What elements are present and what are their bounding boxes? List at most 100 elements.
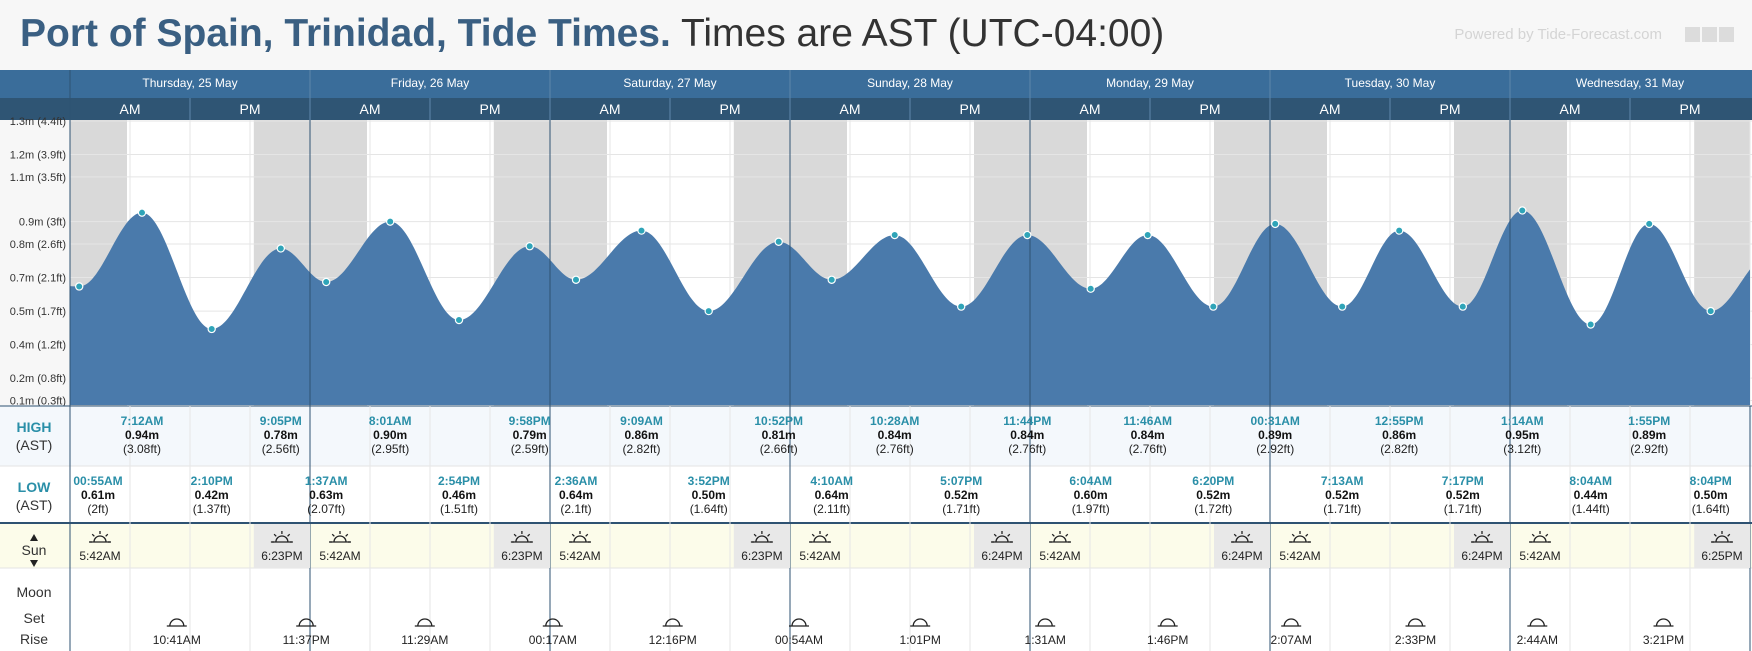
sunrise-time: 5:42AM	[1279, 549, 1320, 563]
low-tide-time: 6:20PM	[1192, 474, 1234, 488]
sun-down-arrow-icon	[30, 560, 38, 567]
tide-chart: 0.1m (0.3ft) 0.2m (0.8ft) 0.4m (1.2ft) 0.5m…	[0, 70, 1752, 651]
high-tide-height: 0.89m	[1258, 428, 1292, 442]
moon-time: 11:29AM	[401, 633, 448, 647]
tide-point	[74, 282, 84, 291]
day-label: Wednesday, 31 May	[1576, 76, 1684, 90]
sunset-icon	[750, 531, 773, 543]
high-tide-height: 0.84m	[878, 428, 912, 442]
high-row-sublabel: (AST)	[16, 437, 53, 453]
low-tide-height: 0.42m	[195, 488, 229, 502]
moon-icon	[296, 618, 317, 627]
low-row-label: LOW	[18, 479, 51, 495]
low-tide-height-ft: (1.71ft)	[1323, 502, 1361, 516]
y-tick-label: 1.3m (4.4ft)	[10, 116, 66, 128]
am-label: AM	[840, 101, 861, 117]
high-row-label: HIGH	[17, 419, 52, 435]
high-tide-height-ft: (2.56ft)	[262, 442, 300, 456]
sunset-time: 6:24PM	[981, 549, 1022, 563]
tide-point	[827, 275, 836, 284]
tide-point	[1086, 284, 1095, 293]
high-tide-height-ft: (2.92ft)	[1630, 442, 1668, 456]
moon-time: 1:31AM	[1025, 633, 1066, 647]
y-tick-label: 0.4m (1.2ft)	[10, 340, 66, 352]
pm-label: PM	[480, 101, 501, 117]
am-label: AM	[1320, 101, 1341, 117]
moon-time: 11:37PM	[283, 633, 330, 647]
low-row	[0, 466, 1752, 522]
sunrise-time: 5:42AM	[79, 549, 120, 563]
tide-point	[957, 302, 966, 311]
sunrise-time: 5:42AM	[1039, 549, 1080, 563]
high-tide-height: 0.84m	[1131, 428, 1165, 442]
high-tide-time: 10:52PM	[754, 414, 803, 428]
moon-time: 12:16PM	[649, 633, 697, 647]
powered-by-link[interactable]: Powered by Tide-Forecast.com	[1454, 26, 1662, 43]
low-tide-time: 2:10PM	[191, 474, 233, 488]
high-tide-height-ft: (2.92ft)	[1256, 442, 1294, 456]
low-tide-height: 0.52m	[944, 488, 978, 502]
high-tide-time: 11:44PM	[1003, 414, 1051, 428]
moon-icon	[1653, 618, 1674, 627]
moon-time: 3:21PM	[1643, 633, 1684, 647]
low-tide-time: 6:04AM	[1069, 474, 1112, 488]
high-tide-time: 9:05PM	[260, 414, 302, 428]
tide-point	[1023, 230, 1032, 240]
high-tide-height-ft: (2.82ft)	[622, 442, 660, 456]
sunset-time: 6:23PM	[261, 549, 302, 563]
tide-point	[1458, 302, 1468, 311]
high-tide-time: 10:28AM	[870, 414, 919, 428]
sunrise-icon	[809, 531, 831, 543]
low-tide-height: 0.52m	[1446, 488, 1480, 502]
low-tide-time: 8:04PM	[1690, 474, 1732, 488]
moon-time: 00:17AM	[529, 633, 577, 647]
high-tide-height-ft: (2.76ft)	[1129, 442, 1167, 456]
am-label: AM	[1560, 101, 1581, 117]
tide-area	[70, 210, 1750, 405]
low-tide-height-ft: (2.1ft)	[560, 502, 591, 516]
low-tide-height-ft: (2.11ft)	[813, 502, 850, 516]
ampm-header-band	[0, 98, 1752, 120]
timezone-label: Times are AST (UTC-04:00)	[680, 12, 1165, 55]
low-tide-height: 0.46m	[442, 488, 476, 502]
low-tide-time: 2:54PM	[438, 474, 480, 488]
high-tide-time: 00:31AM	[1251, 414, 1300, 428]
high-tide-height-ft: (2.76ft)	[1008, 442, 1046, 456]
moon-icon	[166, 618, 187, 627]
pm-label: PM	[1680, 101, 1701, 117]
day-label: Monday, 29 May	[1106, 76, 1194, 90]
high-tide-height: 0.86m	[624, 428, 658, 442]
y-tick-label: 1.1m (3.5ft)	[10, 172, 66, 184]
pm-label: PM	[1200, 101, 1221, 117]
moon-time: 1:01PM	[900, 633, 941, 647]
brand-logo	[1683, 27, 1734, 47]
moon-set-label: Set	[23, 610, 44, 626]
sunset-time: 6:23PM	[501, 549, 542, 563]
low-tide-time: 4:10AM	[810, 474, 853, 488]
low-tide-height: 0.44m	[1574, 488, 1608, 502]
day-label: Saturday, 27 May	[623, 76, 716, 90]
high-tide-time: 7:12AM	[121, 414, 164, 428]
y-tick-label: 0.1m (0.3ft)	[10, 396, 66, 408]
moon-time: 00:54AM	[775, 633, 823, 647]
sunrise-icon	[1529, 531, 1551, 543]
day-label: Friday, 26 May	[391, 76, 469, 90]
pm-label: PM	[960, 101, 981, 117]
moon-icon	[1157, 618, 1178, 627]
low-tide-time: 7:13AM	[1321, 474, 1364, 488]
sunrise-icon	[1049, 531, 1071, 543]
am-label: AM	[1080, 101, 1101, 117]
low-tide-time: 3:52PM	[688, 474, 730, 488]
tide-point	[322, 277, 331, 287]
tide-point	[571, 275, 581, 284]
high-tide-time: 9:09AM	[620, 414, 663, 428]
sunrise-time: 5:42AM	[1519, 549, 1560, 563]
moon-icon	[414, 618, 435, 627]
day-label: Thursday, 25 May	[142, 76, 237, 90]
high-row	[0, 406, 1752, 466]
am-label: AM	[360, 101, 381, 117]
tide-point	[137, 208, 147, 217]
page-title: Port of Spain, Trinidad, Tide Times. Tim…	[20, 12, 1164, 56]
low-tide-time: 7:17PM	[1442, 474, 1484, 488]
am-label: AM	[120, 101, 141, 117]
